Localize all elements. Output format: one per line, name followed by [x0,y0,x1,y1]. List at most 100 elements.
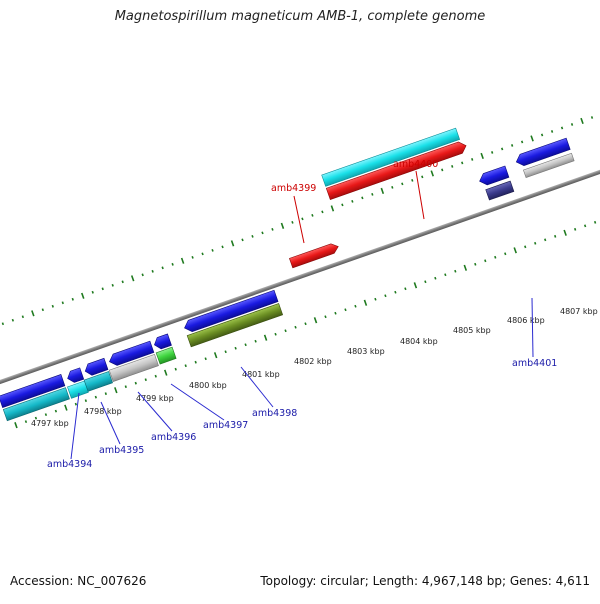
scale-tick-minor [583,224,587,228]
gene-amb4395-teal-track[interactable] [83,371,113,392]
outer-tick-minor [91,290,94,294]
scale-label-4799: 4799 kbp [136,394,174,403]
gene-amb4400[interactable] [325,140,468,200]
outer-tick-minor [560,126,564,130]
scale-tick-minor [194,360,197,364]
genome-axis-frame [0,116,600,429]
accession-value: NC_007626 [77,574,147,588]
scale-tick-minor [144,378,147,382]
length-value: 4,967,148 bp [421,574,502,588]
scale-tick-minor [204,357,207,361]
outer-tick-minor [401,182,404,186]
scale-tick-minor [404,287,407,291]
scale-tick-major [163,369,168,376]
outer-tick-minor [451,165,454,168]
scale-tick-major [413,282,418,289]
gene-amb4402-gray-track[interactable] [522,152,575,179]
gene-amb4394[interactable] [66,367,85,384]
outer-tick-minor [411,179,414,182]
gene-amb4395[interactable] [83,357,109,377]
outer-tick-minor [101,287,104,291]
scale-label-4805: 4805 kbp [453,326,491,335]
scale-tick-minor [124,385,127,389]
outer-tick-minor [141,273,144,277]
outer-tick-major [280,222,285,229]
outer-tick-minor [351,199,354,203]
gene-label-amb4401[interactable]: amb4401 [512,358,557,369]
outer-tick-minor [520,140,524,144]
gene-amb4400-cyan-track[interactable] [321,127,461,187]
scale-tick-minor [154,374,157,378]
gene-amb4397-green-track[interactable] [155,346,177,365]
gene-amb4393[interactable] [0,374,66,408]
scale-label-4797: 4797 kbp [31,419,69,428]
scale-tick-minor [294,325,297,329]
gene-amb4393-teal-track[interactable] [2,387,70,422]
scale-tick-minor [494,255,497,259]
scale-labels: 4797 kbp 4798 kbp 4799 kbp 4800 kbp 4801… [31,307,598,428]
outer-tick-minor [500,147,504,151]
gene-amb4397[interactable] [152,333,172,351]
gene-amb4402-forward[interactable] [514,137,571,168]
gene-name-labels: amb4394 amb4395 amb4396 amb4397 amb4398 … [47,159,557,470]
outer-tick-minor [261,231,264,235]
gene-amb4398-olive-track[interactable] [186,303,284,348]
scale-tick-major [513,247,517,254]
scale-tick-minor [104,392,107,396]
gene-amb4396[interactable] [107,340,155,367]
outer-tick-minor [1,322,5,326]
scale-tick-minor [324,315,327,319]
leader-amb4394 [70,392,80,460]
scale-tick-major [363,299,368,306]
scale-tick-minor [484,259,487,263]
scale-tick-minor [354,304,357,308]
scale-label-4806: 4806 kbp [507,316,545,325]
scale-tick-minor [424,280,427,284]
scale-tick-major [263,334,268,341]
outer-tick-minor [71,297,74,301]
gene-amb4396-gray-track[interactable] [108,353,159,382]
outer-tick-major [230,240,235,247]
leader-amb4400 [415,170,425,220]
stats-separator-1: ; [364,574,373,588]
gene-amb4394-cyan-track[interactable] [67,380,89,399]
scale-tick-minor [44,413,48,417]
outer-tick-minor [41,308,44,312]
gene-amb4398[interactable] [183,289,279,333]
gene-label-amb4397[interactable]: amb4397 [203,420,248,431]
scale-tick-minor [274,332,277,336]
scale-tick-minor [444,273,447,277]
outer-tick-minor [201,252,204,256]
gene-label-amb4394[interactable]: amb4394 [47,459,92,470]
leader-amb4397 [170,383,225,421]
genome-title: Magnetospirillum magneticum AMB-1, compl… [114,9,486,24]
outer-tick-minor [61,301,64,305]
scale-tick-minor [244,343,247,347]
gene-amb4401-navy-track[interactable] [485,180,515,201]
outer-tick-major [180,257,185,264]
length-label: Length: [372,574,419,588]
scale-tick-minor [84,399,88,403]
genome-backbone [0,152,600,388]
outer-tick-row [1,116,594,326]
gene-label-amb4400[interactable]: amb4400 [393,159,438,170]
scale-tick-minor [434,276,437,280]
scale-tick-minor [544,238,547,242]
scale-tick-minor [573,227,577,231]
outer-tick-minor [570,123,574,126]
outer-tick-minor [391,186,394,189]
gene-label-amb4398[interactable]: amb4398 [252,408,297,419]
gene-amb4399[interactable] [289,242,339,269]
outer-tick-minor [111,283,114,287]
outer-tick-minor [540,133,544,137]
gene-label-amb4399[interactable]: amb4399 [271,183,316,194]
outer-tick-minor [191,255,194,259]
outer-tick-minor [301,217,304,221]
gene-label-amb4395[interactable]: amb4395 [99,445,144,456]
outer-tick-minor [21,315,25,319]
scale-tick-major [313,317,318,324]
outer-tick-minor [361,196,364,200]
scale-tick-minor [524,245,527,249]
gene-label-amb4396[interactable]: amb4396 [151,432,196,443]
gene-amb4401-forward[interactable] [478,165,510,187]
